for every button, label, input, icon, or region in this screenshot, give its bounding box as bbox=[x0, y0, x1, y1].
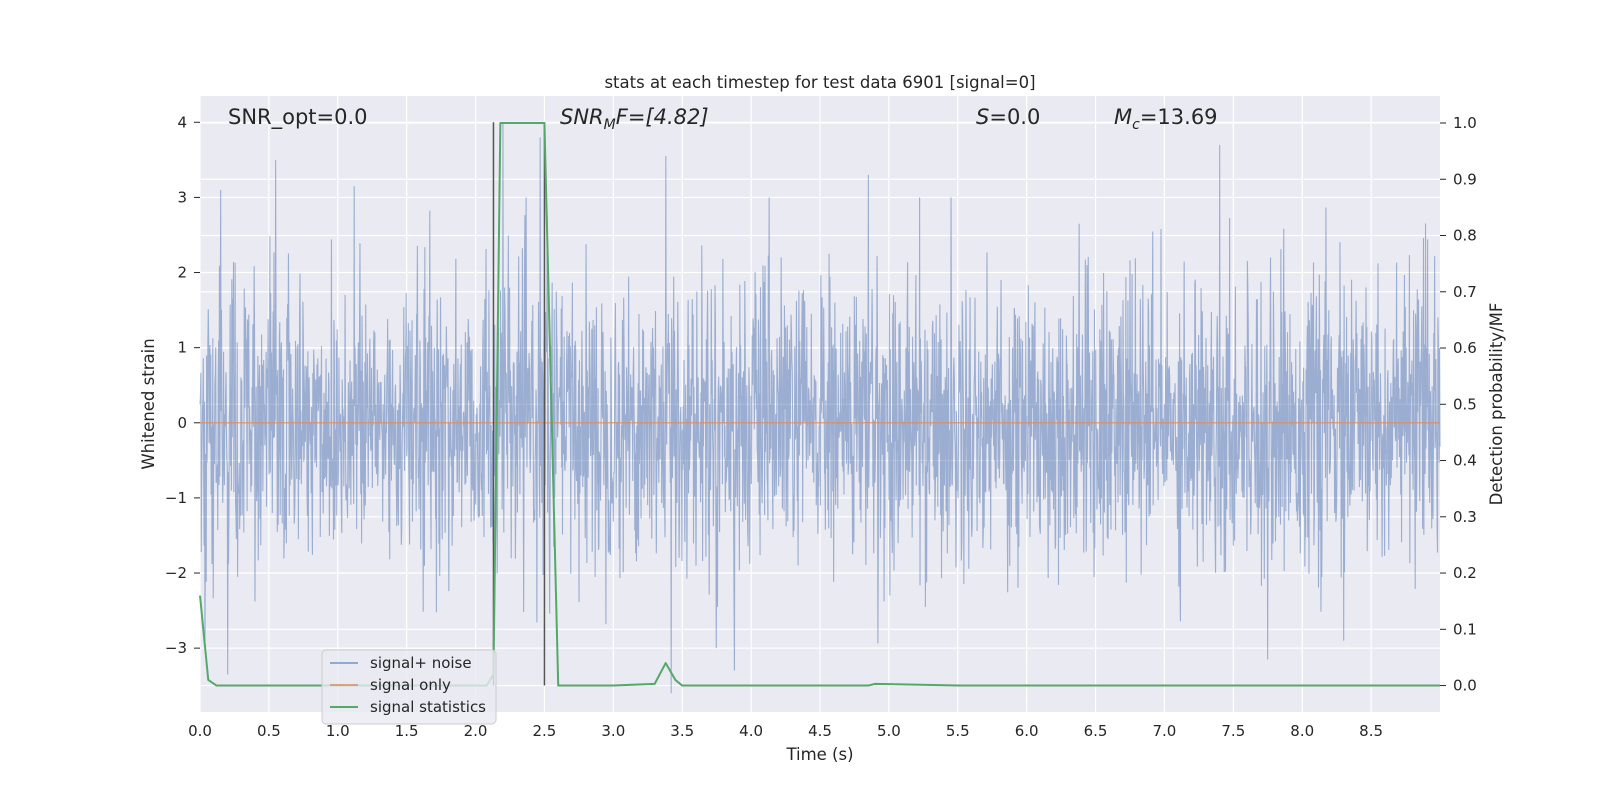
left-y-tick-label-4: 0 bbox=[177, 414, 187, 432]
left-y-axis-ticks: 4 3 2 1 0 −1 −2 −3 bbox=[165, 113, 200, 657]
mc-subscript: c bbox=[1132, 117, 1140, 133]
x-tick-label-9: 4.5 bbox=[808, 722, 832, 740]
right-y-tick-label-10: 0.0 bbox=[1453, 677, 1477, 695]
x-tick-label-15: 7.5 bbox=[1221, 722, 1245, 740]
x-tick-label-4: 2.0 bbox=[464, 722, 488, 740]
x-tick-label-6: 3.0 bbox=[601, 722, 625, 740]
x-tick-label-5: 2.5 bbox=[533, 722, 557, 740]
left-y-axis-label: Whitened strain bbox=[139, 338, 158, 469]
x-tick-label-10: 5.0 bbox=[877, 722, 901, 740]
legend-box bbox=[321, 649, 497, 725]
chart-title: stats at each timestep for test data 690… bbox=[604, 73, 1035, 92]
x-tick-label-16: 8.0 bbox=[1290, 722, 1314, 740]
snr-mf-annotation: SNRMF=[4.82] bbox=[560, 105, 709, 133]
legend-label-signal-statistics: signal statistics bbox=[370, 698, 486, 716]
s-annotation: S=0.0 bbox=[976, 105, 1040, 129]
snr-mf-subscript: M bbox=[604, 117, 616, 133]
left-y-tick-label-2: 2 bbox=[177, 264, 187, 282]
x-tick-label-3: 1.5 bbox=[395, 722, 419, 740]
x-tick-label-0: 0.0 bbox=[188, 722, 212, 740]
snr-mf-prefix: SNR bbox=[560, 105, 604, 129]
x-axis-label: Time (s) bbox=[785, 745, 853, 764]
right-y-tick-label-2: 0.8 bbox=[1453, 227, 1477, 245]
s-suffix: =0.0 bbox=[989, 105, 1040, 129]
signal-noise-series bbox=[199, 122, 1441, 694]
left-y-tick-label-0: 4 bbox=[177, 113, 187, 131]
left-y-tick-label-3: 1 bbox=[177, 339, 187, 357]
s-prefix: S bbox=[976, 105, 989, 129]
x-tick-label-1: 0.5 bbox=[257, 722, 281, 740]
legend: signal+ noise signal only signal statist… bbox=[321, 649, 497, 725]
mc-annotation: Mc=13.69 bbox=[1114, 105, 1218, 133]
mc-suffix: =13.69 bbox=[1140, 105, 1218, 129]
x-tick-label-17: 8.5 bbox=[1359, 722, 1383, 740]
right-y-axis-label: Detection probability/MF bbox=[1487, 303, 1506, 506]
legend-label-signal-only: signal only bbox=[370, 676, 451, 694]
right-y-tick-label-5: 0.5 bbox=[1453, 395, 1477, 413]
x-tick-label-13: 6.5 bbox=[1084, 722, 1108, 740]
left-y-tick-label-7: −3 bbox=[165, 639, 187, 657]
x-tick-label-8: 4.0 bbox=[739, 722, 763, 740]
mc-prefix: M bbox=[1114, 105, 1132, 129]
left-y-tick-label-1: 3 bbox=[177, 188, 187, 206]
left-y-tick-label-6: −2 bbox=[165, 564, 187, 582]
right-y-tick-label-3: 0.7 bbox=[1453, 283, 1477, 301]
left-y-tick-label-5: −1 bbox=[165, 489, 187, 507]
x-tick-label-12: 6.0 bbox=[1015, 722, 1039, 740]
x-tick-label-11: 5.5 bbox=[946, 722, 970, 740]
x-tick-label-2: 1.0 bbox=[326, 722, 350, 740]
vertical-markers bbox=[492, 122, 546, 686]
x-tick-label-7: 3.5 bbox=[670, 722, 694, 740]
signal-noise-line bbox=[199, 122, 1441, 694]
right-y-tick-label-4: 0.6 bbox=[1453, 339, 1477, 357]
x-axis-ticks: 0.0 0.5 1.0 1.5 2.0 2.5 3.0 3.5 4.0 4.5 5.0 5.5 6.0 6… bbox=[188, 722, 1383, 740]
snr-opt-annotation: SNR_opt=0.0 bbox=[228, 105, 368, 130]
right-y-tick-label-6: 0.4 bbox=[1453, 452, 1477, 470]
right-y-axis-ticks: 1.0 0.9 0.8 0.7 0.6 0.5 0.4 0.3 0.2 0.1 0.0 bbox=[1440, 114, 1477, 695]
x-tick-label-14: 7.0 bbox=[1153, 722, 1177, 740]
right-y-tick-label-1: 0.9 bbox=[1453, 170, 1477, 188]
right-y-tick-label-9: 0.1 bbox=[1453, 620, 1477, 638]
right-y-tick-label-0: 1.0 bbox=[1453, 114, 1477, 132]
legend-label-signal-noise: signal+ noise bbox=[370, 654, 472, 672]
right-y-tick-label-7: 0.3 bbox=[1453, 508, 1477, 526]
snr-mf-suffix: F=[4.82] bbox=[616, 105, 709, 129]
right-y-tick-label-8: 0.2 bbox=[1453, 564, 1477, 582]
